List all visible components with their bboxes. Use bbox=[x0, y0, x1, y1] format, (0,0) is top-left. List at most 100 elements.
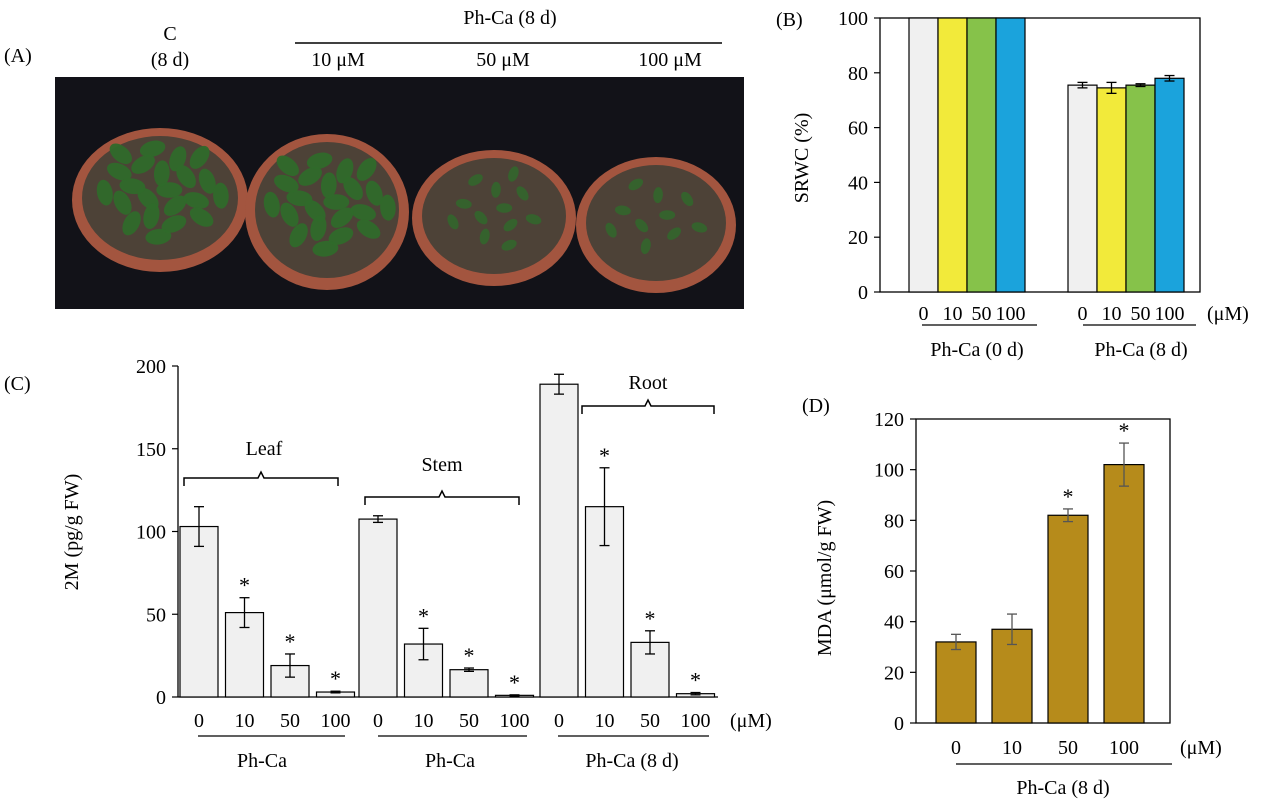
two-m-y-tick-label: 50 bbox=[146, 604, 166, 626]
panel-c-unit: (μM) bbox=[730, 710, 772, 732]
plant-leaf bbox=[280, 202, 299, 227]
panel-d-ylabel: MDA (μmol/g FW) bbox=[814, 500, 836, 656]
srwc-y-tick-label: 20 bbox=[848, 227, 868, 249]
plant-leaf bbox=[169, 146, 187, 172]
two-m-category-label: 50 bbox=[280, 710, 300, 732]
organ-label-root: Root bbox=[629, 372, 668, 394]
plant-leaf bbox=[659, 210, 676, 220]
plant-leaf bbox=[320, 172, 337, 199]
plant-leaf bbox=[356, 219, 381, 239]
plant-leaf bbox=[163, 195, 187, 216]
two-m-significance-star: * bbox=[645, 606, 656, 631]
plant-leaf bbox=[356, 157, 377, 181]
plant-leaf bbox=[113, 190, 132, 215]
plant-leaf bbox=[276, 155, 299, 177]
plant-leaf bbox=[143, 203, 160, 229]
two-m-significance-star: * bbox=[285, 629, 296, 654]
organ-label-stem: Stem bbox=[421, 454, 463, 476]
treatment-group-title: Ph-Ca (8 d) bbox=[463, 7, 556, 29]
plant-leaf bbox=[525, 214, 542, 225]
srwc-category-label: 50 bbox=[972, 303, 992, 325]
plant-leaf bbox=[681, 191, 694, 207]
plant-leaf bbox=[667, 227, 682, 240]
panel-d-chart: (D) MDA (μmol/g FW) (μM) Ph-Ca (8 d) 0 20… bbox=[802, 395, 1222, 799]
srwc-category-label: 100 bbox=[996, 303, 1026, 325]
plant-leaf bbox=[635, 218, 649, 233]
plant-leaf bbox=[474, 210, 488, 225]
plant-leaf bbox=[119, 178, 146, 195]
plant-leaf bbox=[323, 194, 350, 210]
srwc-bar-0-0 bbox=[908, 17, 939, 293]
plant-leaf bbox=[640, 238, 651, 255]
plant-leaf bbox=[139, 140, 166, 158]
plant-leaf bbox=[161, 215, 187, 233]
two-m-category-label: 100 bbox=[321, 710, 351, 732]
plant-leaf bbox=[189, 207, 214, 227]
srwc-bar-1-3 bbox=[1154, 77, 1185, 293]
plant-leaf bbox=[447, 214, 459, 230]
srwc-category-label: 10 bbox=[1102, 303, 1122, 325]
plant-leaf bbox=[96, 179, 113, 206]
two-m-significance-star: * bbox=[418, 603, 429, 628]
plant-leaf bbox=[468, 174, 483, 186]
plant-leaf bbox=[183, 192, 209, 209]
plant-leaf bbox=[380, 194, 396, 221]
two-m-significance-star: * bbox=[330, 666, 341, 691]
plant-leaf bbox=[508, 166, 519, 182]
organ-label-leaf: Leaf bbox=[246, 438, 283, 460]
panel-a: (A) C (8 d) Ph-Ca (8 d) 10 μM 50 μM 100 … bbox=[4, 7, 744, 309]
plant-leaf bbox=[491, 181, 501, 198]
plant-leaf bbox=[455, 198, 472, 209]
two-m-bar-1-2 bbox=[449, 669, 489, 698]
mda-y-tick-label: 120 bbox=[874, 409, 904, 431]
panel-c-ylabel: 2M (pg/g FW) bbox=[61, 474, 83, 591]
mda-bar-0-3 bbox=[1103, 464, 1145, 724]
two-m-category-label: 50 bbox=[640, 710, 660, 732]
two-m-category-label: 10 bbox=[235, 710, 255, 732]
plant-leaf bbox=[501, 239, 517, 251]
panel-d-group-label: Ph-Ca (8 d) bbox=[1016, 777, 1109, 799]
conc-label-50: 50 μM bbox=[476, 49, 530, 71]
plant-leaf bbox=[605, 222, 617, 238]
plant-leaf bbox=[122, 211, 141, 236]
srwc-bar-0-2 bbox=[966, 17, 997, 293]
plant-leaf bbox=[198, 168, 216, 194]
plant-leaf bbox=[263, 191, 280, 218]
mda-y-tick-label: 40 bbox=[884, 612, 904, 634]
two-m-significance-star: * bbox=[690, 668, 701, 693]
plant-leaf bbox=[131, 154, 155, 174]
plant-leaf bbox=[109, 143, 132, 165]
plant-leaf bbox=[336, 158, 354, 184]
plant-leaf bbox=[145, 228, 172, 245]
plant-leaf bbox=[286, 190, 313, 207]
plant-leaf bbox=[306, 152, 333, 170]
mda-category-label: 50 bbox=[1058, 737, 1078, 759]
control-label: C bbox=[163, 23, 176, 45]
two-m-category-label: 10 bbox=[595, 710, 615, 732]
mda-y-tick-label: 100 bbox=[874, 460, 904, 482]
srwc-y-tick-label: 60 bbox=[848, 118, 868, 140]
two-m-category-label: 0 bbox=[554, 710, 564, 732]
panel-d-unit: (μM) bbox=[1180, 737, 1222, 759]
two-m-category-label: 50 bbox=[459, 710, 479, 732]
plant-leaf bbox=[628, 178, 644, 191]
plant-leaf bbox=[298, 166, 322, 186]
two-m-bar-2-0 bbox=[539, 383, 579, 698]
mda-bar-0-2 bbox=[1047, 514, 1089, 724]
mda-significance-star: * bbox=[1063, 484, 1074, 509]
plant-leaf bbox=[153, 160, 170, 187]
plant-leaf bbox=[176, 165, 196, 189]
srwc-bar-1-2 bbox=[1125, 84, 1156, 293]
two-m-category-label: 0 bbox=[373, 710, 383, 732]
panel-b-unit: (μM) bbox=[1207, 303, 1249, 325]
two-m-significance-star: * bbox=[239, 573, 250, 598]
plant-leaf bbox=[365, 180, 383, 206]
plant-leaf bbox=[156, 182, 183, 198]
plant-leaf bbox=[653, 187, 663, 204]
mda-bar-0-0 bbox=[935, 641, 977, 724]
two-m-significance-star: * bbox=[509, 670, 520, 695]
panel-a-label: (A) bbox=[4, 45, 32, 67]
srwc-category-label: 100 bbox=[1155, 303, 1185, 325]
mda-y-tick-label: 0 bbox=[894, 713, 904, 735]
